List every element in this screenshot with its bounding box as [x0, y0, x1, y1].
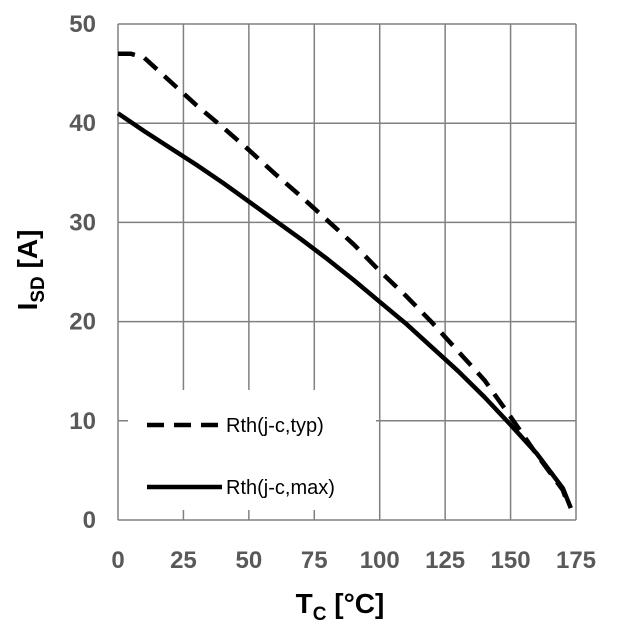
x-tick-label-0: 0 [111, 547, 124, 574]
series-line-1 [116, 111, 573, 509]
legend-label-1: Rth(j-c,max) [226, 477, 335, 499]
x-tick-label-3: 75 [301, 547, 328, 574]
legend: Rth(j-c,typ) Rth(j-c,max) [128, 390, 376, 510]
y-axis-title-sub: SD [28, 276, 49, 302]
x-tick-label-5: 125 [425, 547, 465, 574]
x-tick-label-1: 25 [170, 547, 197, 574]
y-tick-label-0: 0 [83, 507, 96, 534]
y-tick-label-2: 20 [69, 309, 96, 336]
x-axis-title-rest: [°C] [326, 588, 384, 619]
x-tick-label-7: 175 [556, 547, 596, 574]
x-tick-label-6: 150 [491, 547, 531, 574]
x-tick-label-4: 100 [360, 547, 400, 574]
x-axis-title: TC [°C] [296, 588, 385, 622]
y-axis-title-main: I [12, 303, 43, 311]
y-tick-label-5: 50 [69, 11, 96, 38]
y-tick-label-3: 30 [69, 209, 96, 236]
y-tick-label-4: 40 [69, 110, 96, 137]
legend-label-0: Rth(j-c,typ) [226, 415, 324, 437]
series-layer [116, 51, 573, 509]
y-axis-title: ISD [A] [12, 230, 49, 311]
grid [117, 23, 577, 521]
x-axis-title-main: T [296, 588, 313, 619]
x-axis-title-sub: C [313, 604, 327, 622]
legend-box [128, 390, 376, 510]
x-tick-label-2: 50 [236, 547, 263, 574]
y-axis-title-rest: [A] [12, 230, 43, 277]
tick-labels: 0 25 50 75 100 125 150 175 0 10 20 30 40 50 [69, 11, 596, 574]
series-line-0 [118, 51, 571, 506]
y-tick-label-1: 10 [69, 408, 96, 435]
